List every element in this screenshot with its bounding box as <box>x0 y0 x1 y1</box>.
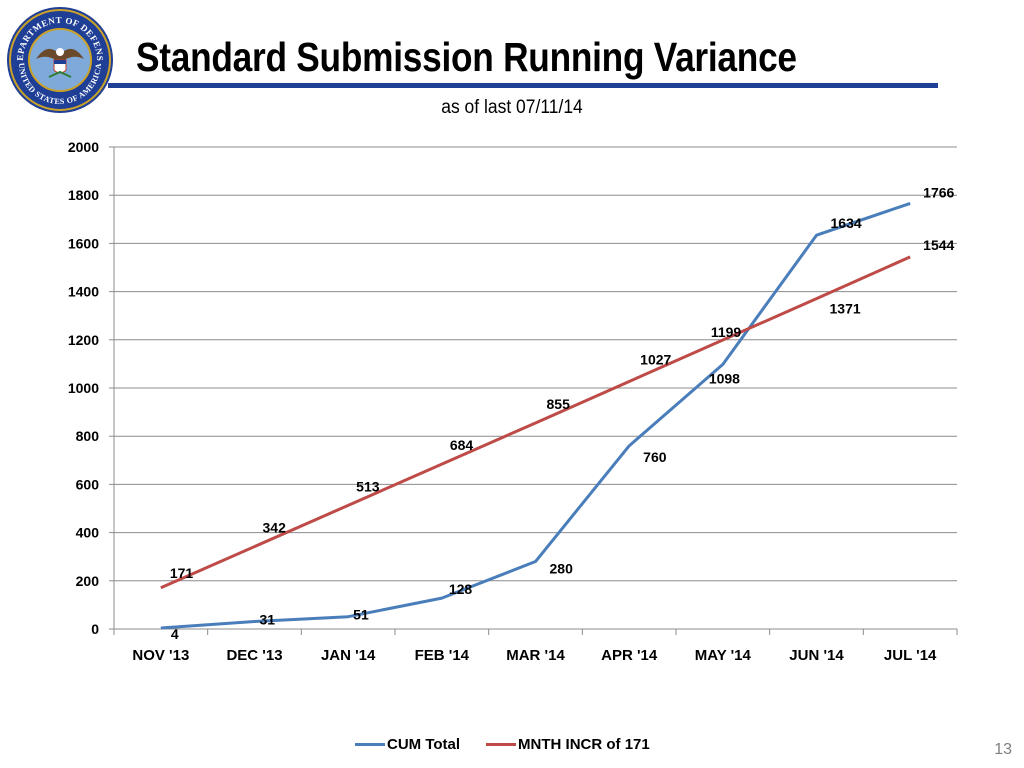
x-axis-tick-labels: NOV '13 DEC '13 JAN '14 FEB '14 MAR '14 APR '… <box>132 647 937 664</box>
y-tick-label: 1200 <box>68 332 99 348</box>
title-underline <box>108 83 938 88</box>
series-lines <box>160 201 911 630</box>
x-tick-label: DEC '13 <box>226 647 282 664</box>
data-label-mnth-incr-of-171: 171 <box>170 565 194 581</box>
department-of-defense-seal: DEPARTMENT OF DEFENSE UNITED STATES OF A… <box>5 5 113 113</box>
data-label-mnth-incr-of-171: 1199 <box>711 324 742 340</box>
y-tick-label: 2000 <box>68 139 99 155</box>
legend-swatch-mnth-incr <box>486 742 517 746</box>
gridlines <box>114 146 957 582</box>
x-tick-label: APR '14 <box>601 647 658 664</box>
slide-subtitle: as of last 07/11/14 <box>441 97 583 118</box>
data-label-cum-total: 1634 <box>831 215 862 231</box>
data-label-mnth-incr-of-171: 1544 <box>923 237 954 253</box>
series-line-cum-total <box>160 201 911 630</box>
y-tick-label: 1000 <box>68 380 99 396</box>
legend-swatch-cum-total <box>355 742 385 746</box>
data-label-mnth-incr-of-171: 684 <box>450 437 474 453</box>
x-tick-label: NOV '13 <box>132 647 189 664</box>
data-label-mnth-incr-of-171: 513 <box>356 478 380 494</box>
data-label-cum-total: 280 <box>550 561 574 577</box>
data-label-cum-total: 760 <box>643 449 667 465</box>
legend-label-cum-total: CUM Total <box>387 735 461 753</box>
x-tick-label: JUL '14 <box>884 647 937 664</box>
y-axis-tick-labels: 0 200 400 600 800 1000 1200 1400 1600 1800 2000 <box>68 139 99 637</box>
x-tick-label: FEB '14 <box>415 647 470 664</box>
data-labels: 4 31 51 128 280 760 1098 1634 1766 171 342 513 684 85… <box>170 184 955 642</box>
y-tick-label: 200 <box>76 573 100 589</box>
x-tick-label: JAN '14 <box>321 647 376 664</box>
data-label-cum-total: 1098 <box>709 370 740 386</box>
x-tick-label: MAY '14 <box>695 647 752 664</box>
data-label-mnth-incr-of-171: 1027 <box>640 351 671 367</box>
y-tick-label: 400 <box>76 525 100 541</box>
data-label-cum-total: 128 <box>449 581 473 597</box>
data-label-mnth-incr-of-171: 342 <box>263 520 287 536</box>
x-tick-label: MAR '14 <box>506 647 565 664</box>
data-label-cum-total: 51 <box>353 607 369 623</box>
x-tick-label: JUN '14 <box>789 647 844 664</box>
y-tick-label: 600 <box>76 476 100 492</box>
y-tick-label: 0 <box>91 621 99 637</box>
data-label-cum-total: 4 <box>171 626 179 642</box>
data-label-cum-total: 1766 <box>923 184 954 200</box>
data-label-cum-total: 31 <box>260 612 276 628</box>
legend-item-cum-total: CUM Total <box>355 736 460 753</box>
legend-label-mnth-incr: MNTH INCR of 171 <box>518 735 650 753</box>
line-chart: 0 200 400 600 800 1000 1200 1400 1600 1800 2000 NO… <box>68 139 958 664</box>
y-tick-label: 1400 <box>68 284 99 300</box>
y-tick-label: 1600 <box>68 235 99 251</box>
series-line-mnth-incr-of-171 <box>160 255 911 590</box>
y-tick-label: 1800 <box>68 187 99 203</box>
page-number: 13 <box>994 741 1012 758</box>
chart-legend: CUM Total MNTH INCR of 171 <box>355 734 650 754</box>
data-label-mnth-incr-of-171: 855 <box>547 396 571 412</box>
legend-item-mnth-incr: MNTH INCR of 171 <box>486 736 650 753</box>
slide-title: Standard Submission Running Variance <box>136 34 797 80</box>
chart-axes <box>109 146 958 635</box>
y-tick-label: 800 <box>76 428 100 444</box>
data-label-mnth-incr-of-171: 1371 <box>830 301 861 317</box>
